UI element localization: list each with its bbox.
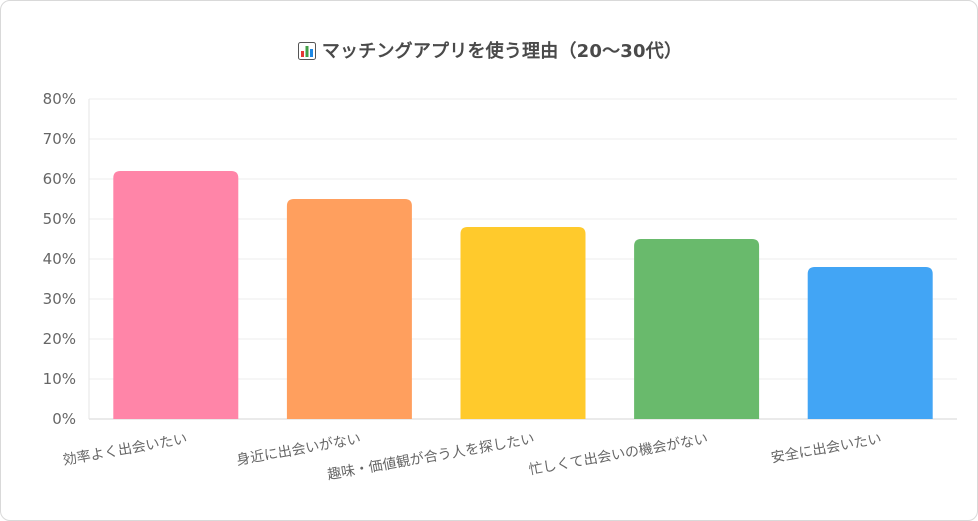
x-tick-labels: 効率よく出会いたい 身近に出会いがない趣味・価値観が合う人を探したい忙しくて出会い… [61,430,882,483]
bar[interactable] [807,267,933,419]
bar[interactable] [286,199,412,419]
bar[interactable] [460,227,586,419]
bars [113,171,933,419]
bar-chart-icon [297,42,316,60]
x-tick-label: 安全に出会いたい [770,430,883,466]
y-tick-label: 80% [43,90,76,108]
y-tick-label: 10% [43,370,76,388]
y-tick-label: 20% [43,330,76,348]
y-tick-label: 40% [43,250,76,268]
y-tick-label: 30% [43,290,76,308]
bar[interactable] [113,171,239,419]
y-tick-label: 70% [43,130,76,148]
chart-title: マッチングアプリを使う理由（20〜30代） [1,37,978,63]
y-tick-labels: 0% 10% 20% 30% 40% 50% 60% 70% 80% [43,90,76,428]
x-tick-label: 忙しくて出会いの機会がない [528,431,710,478]
y-tick-label: 50% [43,210,76,228]
x-tick-label: 効率よく出会いたい [61,430,188,469]
y-tick-label: 60% [43,170,76,188]
chart-title-text: マッチングアプリを使う理由（20〜30代） [321,41,683,62]
y-tick-label: 0% [52,410,76,428]
x-tick-label: 身近に出会いがない [235,431,362,469]
bar[interactable] [634,239,760,419]
